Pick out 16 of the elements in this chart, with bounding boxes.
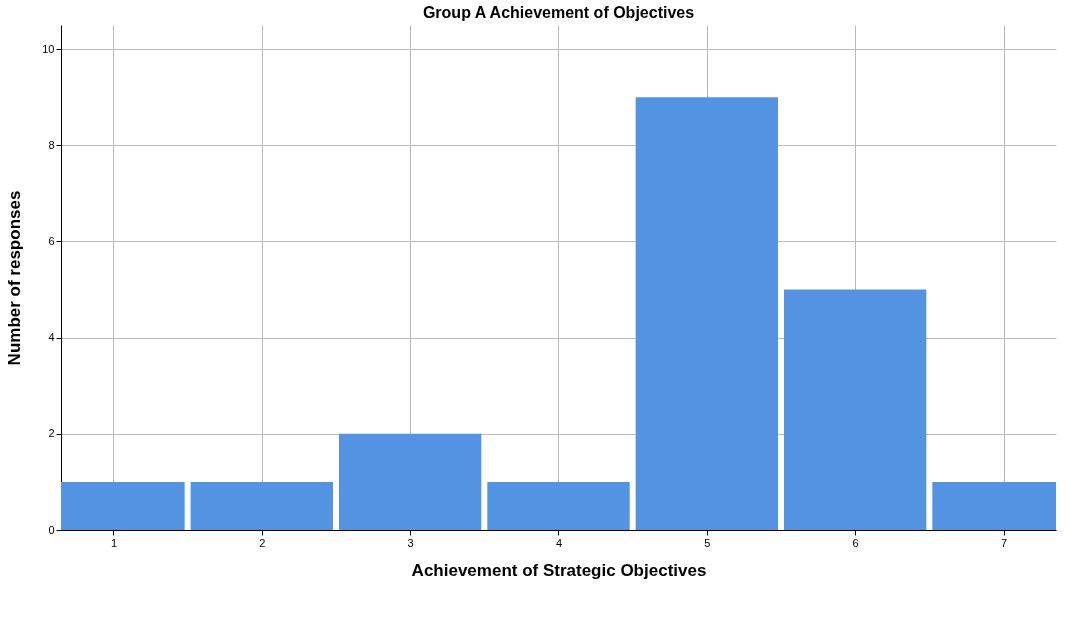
y-tick-label: 4 [48,331,55,344]
x-tick-label: 4 [555,536,563,549]
y-tick-label: 0 [48,523,55,536]
x-tick-label: 7 [1000,536,1008,549]
x-axis-title: Achievement of Strategic Objectives [411,560,707,580]
x-tick-label: 3 [407,536,414,549]
y-tick-label: 10 [42,42,55,55]
chart-title: Group A Achievement of Objectives [422,4,695,21]
x-tick-label: 1 [110,536,118,549]
x-tick-label: 6 [852,536,859,549]
x-tick-label: 5 [704,536,711,549]
y-tick-label: 2 [48,427,55,440]
y-tick-label: 6 [48,234,55,247]
y-axis-title: Number of responses [5,190,25,366]
x-tick-label: 2 [259,536,266,549]
y-tick-label: 8 [48,138,55,151]
